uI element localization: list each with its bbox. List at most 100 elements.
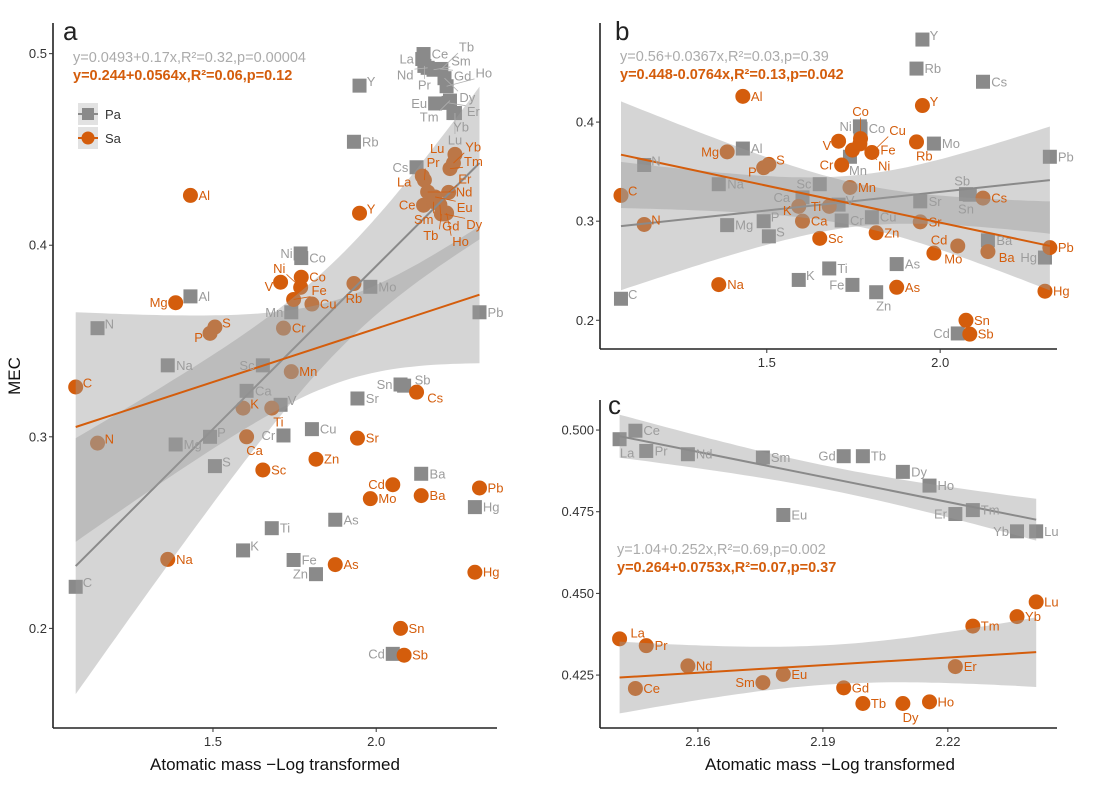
point-label: Tb [871, 449, 886, 464]
point-label: Lu [1044, 594, 1058, 609]
point-sa-ba [413, 488, 429, 504]
point-label: Na [176, 358, 193, 373]
point-pa-k [236, 543, 251, 558]
point-label: Co [852, 104, 869, 119]
label-leader-line [414, 67, 428, 70]
point-sa-mn [842, 179, 858, 195]
legend-square-icon [82, 108, 94, 120]
point-sa-y [352, 205, 368, 221]
point-sa-cs [409, 384, 425, 400]
point-sa-hg [467, 564, 483, 580]
point-label: Pr [655, 638, 669, 653]
point-pa-gd [836, 449, 851, 464]
point-pa-c [613, 291, 628, 306]
point-label: Cd [933, 326, 950, 341]
label-leader-line [433, 66, 451, 71]
point-label: Eu [791, 667, 807, 682]
regression-equation-pa: y=0.56+0.0367x,R²=0.03,p=0.39 [620, 49, 829, 65]
point-sa-hg [1037, 283, 1053, 299]
point-pa-mg [168, 437, 183, 452]
point-sa-ba [980, 244, 996, 260]
point-label: Ce [399, 198, 416, 213]
point-label: La [399, 52, 414, 67]
point-label: Tb [423, 228, 438, 243]
point-sa-cu [304, 296, 320, 312]
point-label: S [776, 225, 785, 240]
point-label: Yb [993, 524, 1009, 539]
point-label: Co [869, 121, 886, 136]
point-sa-s [761, 156, 777, 172]
point-label: K [783, 203, 792, 218]
point-pa-ti [822, 261, 837, 276]
point-label: Eu [411, 96, 427, 111]
axes-layer: 1.5 2.0 0.2 0.3 0.4 0.5 a y=0.0493+0.17x,R²=0.3… [5, 16, 497, 774]
point-pa-yb [1010, 524, 1025, 539]
point-pa-mo [926, 136, 941, 151]
point-label: Dy [911, 464, 927, 479]
point-label: Mg [701, 144, 719, 159]
point-pa-sb [962, 187, 977, 202]
point-label: Cd [368, 646, 385, 661]
point-label: Pb [1058, 240, 1074, 255]
point-label: S [222, 315, 231, 330]
point-pa-lu [1029, 524, 1044, 539]
point-label: Sr [366, 431, 380, 446]
panel-letter: b [615, 16, 629, 46]
point-label: Ti [811, 199, 821, 214]
point-label: Ce [432, 47, 449, 62]
point-label: Mo [378, 491, 396, 506]
point-label: Mo [942, 136, 960, 151]
point-sa-tb [855, 695, 871, 711]
fit-line-sa [619, 651, 1037, 679]
point-label: Mg [150, 295, 168, 310]
point-label: Sb [978, 327, 994, 342]
point-label: P [194, 330, 203, 345]
point-label: Cu [320, 422, 337, 437]
y-tick-label: 0.2 [29, 621, 47, 636]
point-label: Sm [771, 450, 791, 465]
point-pa-eu [776, 507, 791, 522]
point-label: Nd [696, 447, 713, 462]
point-label: Dy [903, 710, 919, 725]
point-label: As [344, 557, 360, 572]
point-label: La [630, 626, 645, 641]
point-sa-sn [958, 312, 974, 328]
point-pa-ho [922, 478, 937, 493]
point-label: Ca [811, 214, 828, 229]
point-sa-mo [362, 491, 378, 507]
point-label: Ca [773, 190, 790, 205]
fits-layer [74, 86, 481, 695]
point-sa-pr [638, 638, 654, 654]
point-pa-ti [264, 521, 279, 536]
point-pa-ni [293, 246, 308, 261]
y-tick-label: 0.2 [576, 313, 594, 328]
point-label: As [905, 280, 921, 295]
confidence-band-sa [621, 101, 1050, 291]
point-label: Cu [320, 297, 337, 312]
point-pa-as [889, 257, 904, 272]
point-label: V [846, 193, 855, 208]
x-tick-label: 2.0 [931, 355, 949, 370]
point-pa-sc [812, 177, 827, 192]
point-label: Al [199, 289, 211, 304]
point-sa-dy [895, 695, 911, 711]
label-leader-line [286, 273, 301, 288]
point-label: Cs [427, 390, 443, 405]
point-pa-c [68, 579, 83, 594]
point-pa-mn [284, 305, 299, 320]
point-label: Mo [378, 279, 396, 294]
point-pa-y [915, 32, 930, 47]
point-label: N [651, 213, 660, 228]
point-label: P [217, 425, 226, 440]
point-label: Sb [412, 648, 428, 663]
point-label: Ba [430, 466, 447, 481]
panel-c: 2.16 2.19 2.22 0.425 0.450 0.475 0.500 c y=1.04+… [561, 390, 1058, 774]
point-pa-ni [852, 119, 867, 134]
x-tick-label: 1.5 [758, 355, 776, 370]
point-label: V [823, 138, 832, 153]
point-label: Dy [466, 217, 482, 232]
point-pa-pr [639, 443, 654, 458]
point-sa-as [327, 557, 343, 573]
